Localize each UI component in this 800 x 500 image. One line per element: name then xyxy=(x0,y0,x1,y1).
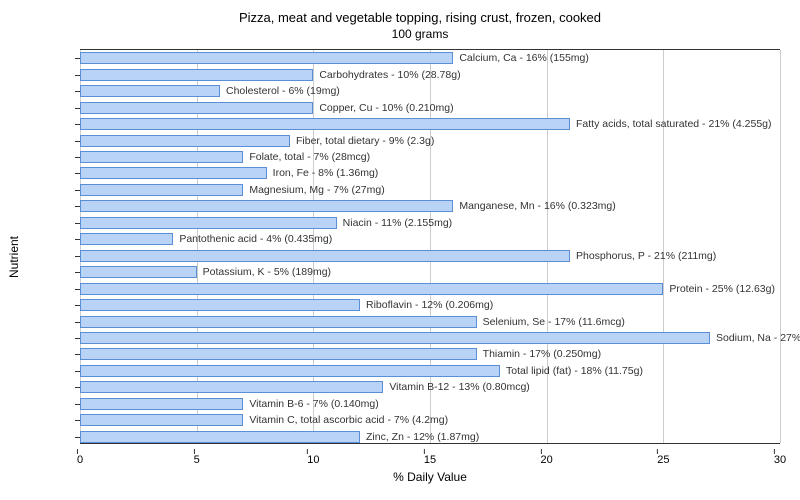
bar-label: Vitamin B-12 - 13% (0.80mcg) xyxy=(389,381,529,393)
bar-label: Niacin - 11% (2.155mg) xyxy=(343,217,453,229)
nutrient-bar xyxy=(80,332,710,344)
nutrient-bar xyxy=(80,102,313,114)
nutrient-bar xyxy=(80,118,570,130)
bar-row: Thiamin - 17% (0.250mg) xyxy=(80,348,477,360)
bar-row: Calcium, Ca - 16% (155mg) xyxy=(80,52,453,64)
bar-row: Vitamin C, total ascorbic acid - 7% (4.2… xyxy=(80,414,243,426)
plot-area: Calcium, Ca - 16% (155mg) Carbohydrates -… xyxy=(80,49,780,444)
nutrient-bar xyxy=(80,85,220,97)
bar-row: Folate, total - 7% (28mcg) xyxy=(80,151,243,163)
bar-label: Fiber, total dietary - 9% (2.3g) xyxy=(296,135,434,147)
bar-label: Calcium, Ca - 16% (155mg) xyxy=(459,52,589,64)
gridline xyxy=(780,50,781,443)
bar-label: Sodium, Na - 27% (640mg) xyxy=(716,332,800,344)
x-tick-label: 20 xyxy=(541,454,553,466)
x-tick-label: 5 xyxy=(194,454,200,466)
bar-label: Folate, total - 7% (28mcg) xyxy=(249,151,370,163)
bar-row: Carbohydrates - 10% (28.78g) xyxy=(80,69,313,81)
bar-row: Total lipid (fat) - 18% (11.75g) xyxy=(80,365,500,377)
bar-label: Total lipid (fat) - 18% (11.75g) xyxy=(506,365,643,377)
x-tick-label: 0 xyxy=(77,454,83,466)
nutrient-bar xyxy=(80,398,243,410)
bar-label: Selenium, Se - 17% (11.6mcg) xyxy=(483,316,625,328)
bar-row: Sodium, Na - 27% (640mg) xyxy=(80,332,710,344)
bar-row: Niacin - 11% (2.155mg) xyxy=(80,217,337,229)
bar-row: Magnesium, Mg - 7% (27mg) xyxy=(80,184,243,196)
nutrient-bar xyxy=(80,266,197,278)
nutrient-bar xyxy=(80,200,453,212)
bar-row: Fatty acids, total saturated - 21% (4.25… xyxy=(80,118,570,130)
bar-row: Riboflavin - 12% (0.206mg) xyxy=(80,299,360,311)
x-axis: % Daily Value 051015202530 xyxy=(80,450,780,480)
bar-label: Magnesium, Mg - 7% (27mg) xyxy=(249,184,384,196)
bar-label: Pantothenic acid - 4% (0.435mg) xyxy=(179,233,332,245)
nutrient-bar xyxy=(80,52,453,64)
nutrient-bar xyxy=(80,316,477,328)
x-tick-label: 15 xyxy=(424,454,436,466)
nutrient-bar xyxy=(80,365,500,377)
bar-label: Cholesterol - 6% (19mg) xyxy=(226,85,340,97)
bar-label: Phosphorus, P - 21% (211mg) xyxy=(576,250,716,262)
bar-label: Copper, Cu - 10% (0.210mg) xyxy=(319,102,453,114)
bar-label: Carbohydrates - 10% (28.78g) xyxy=(319,69,460,81)
bar-row: Vitamin B-6 - 7% (0.140mg) xyxy=(80,398,243,410)
bar-row: Zinc, Zn - 12% (1.87mg) xyxy=(80,431,360,443)
bar-label: Thiamin - 17% (0.250mg) xyxy=(483,348,601,360)
nutrient-bar xyxy=(80,299,360,311)
chart-title: Pizza, meat and vegetable topping, risin… xyxy=(60,10,780,25)
x-tick-label: 25 xyxy=(657,454,669,466)
bar-row: Cholesterol - 6% (19mg) xyxy=(80,85,220,97)
nutrient-bar xyxy=(80,233,173,245)
bar-row: Selenium, Se - 17% (11.6mcg) xyxy=(80,316,477,328)
bar-label: Vitamin B-6 - 7% (0.140mg) xyxy=(249,398,378,410)
nutrient-bar xyxy=(80,69,313,81)
bar-label: Vitamin C, total ascorbic acid - 7% (4.2… xyxy=(249,414,448,426)
bar-row: Fiber, total dietary - 9% (2.3g) xyxy=(80,135,290,147)
bar-row: Protein - 25% (12.63g) xyxy=(80,283,663,295)
bar-row: Manganese, Mn - 16% (0.323mg) xyxy=(80,200,453,212)
bar-label: Protein - 25% (12.63g) xyxy=(669,283,775,295)
nutrient-bar xyxy=(80,283,663,295)
nutrient-bar xyxy=(80,135,290,147)
nutrient-bar xyxy=(80,348,477,360)
chart-subtitle: 100 grams xyxy=(60,27,780,41)
bar-row: Pantothenic acid - 4% (0.435mg) xyxy=(80,233,173,245)
bar-row: Iron, Fe - 8% (1.36mg) xyxy=(80,167,267,179)
bar-label: Zinc, Zn - 12% (1.87mg) xyxy=(366,431,479,443)
bar-row: Vitamin B-12 - 13% (0.80mcg) xyxy=(80,381,383,393)
nutrient-bar xyxy=(80,151,243,163)
nutrient-bar xyxy=(80,414,243,426)
bar-label: Potassium, K - 5% (189mg) xyxy=(203,266,331,278)
bar-label: Iron, Fe - 8% (1.36mg) xyxy=(273,167,379,179)
gridline xyxy=(663,50,664,443)
gridline xyxy=(547,50,548,443)
x-axis-label: % Daily Value xyxy=(393,470,467,484)
nutrient-bar xyxy=(80,250,570,262)
x-tick-label: 30 xyxy=(774,454,786,466)
nutrient-bar xyxy=(80,184,243,196)
nutrient-bar xyxy=(80,217,337,229)
bar-row: Phosphorus, P - 21% (211mg) xyxy=(80,250,570,262)
bar-row: Copper, Cu - 10% (0.210mg) xyxy=(80,102,313,114)
bar-label: Fatty acids, total saturated - 21% (4.25… xyxy=(576,118,772,130)
bar-row: Potassium, K - 5% (189mg) xyxy=(80,266,197,278)
nutrient-bar xyxy=(80,431,360,443)
nutrient-bar xyxy=(80,381,383,393)
chart-container: Pizza, meat and vegetable topping, risin… xyxy=(0,0,800,500)
nutrient-bar xyxy=(80,167,267,179)
bar-label: Manganese, Mn - 16% (0.323mg) xyxy=(459,200,615,212)
x-tick-label: 10 xyxy=(307,454,319,466)
bar-label: Riboflavin - 12% (0.206mg) xyxy=(366,299,493,311)
y-axis-label: Nutrient xyxy=(7,236,21,278)
